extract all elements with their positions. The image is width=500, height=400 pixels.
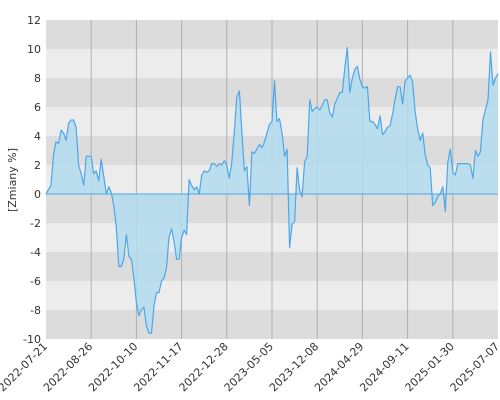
y-tick-label: -6 bbox=[30, 275, 41, 288]
y-tick-label: 8 bbox=[34, 72, 41, 85]
y-tick-label: -10 bbox=[23, 333, 41, 346]
y-tick-label: 6 bbox=[34, 101, 41, 114]
y-tick-label: 2 bbox=[34, 159, 41, 172]
plot-area bbox=[45, 46, 499, 334]
y-axis-label: [Zmiany %] bbox=[6, 148, 19, 212]
series-area bbox=[46, 47, 498, 334]
y-tick-label: -4 bbox=[30, 246, 41, 259]
y-tick-label: 0 bbox=[34, 188, 41, 201]
x-tick-labels: 2022-07-212022-08-262022-10-102022-11-17… bbox=[0, 340, 500, 394]
y-tick-label: 12 bbox=[27, 14, 41, 27]
y-tick-labels: -10 -8 -6 -4 -2 0 2 4 6 8 10 12 bbox=[23, 14, 41, 346]
y-tick-label: 4 bbox=[34, 130, 41, 143]
y-tick-label: -8 bbox=[30, 304, 41, 317]
y-tick-label: 10 bbox=[27, 43, 41, 56]
y-tick-label: -2 bbox=[30, 217, 41, 230]
